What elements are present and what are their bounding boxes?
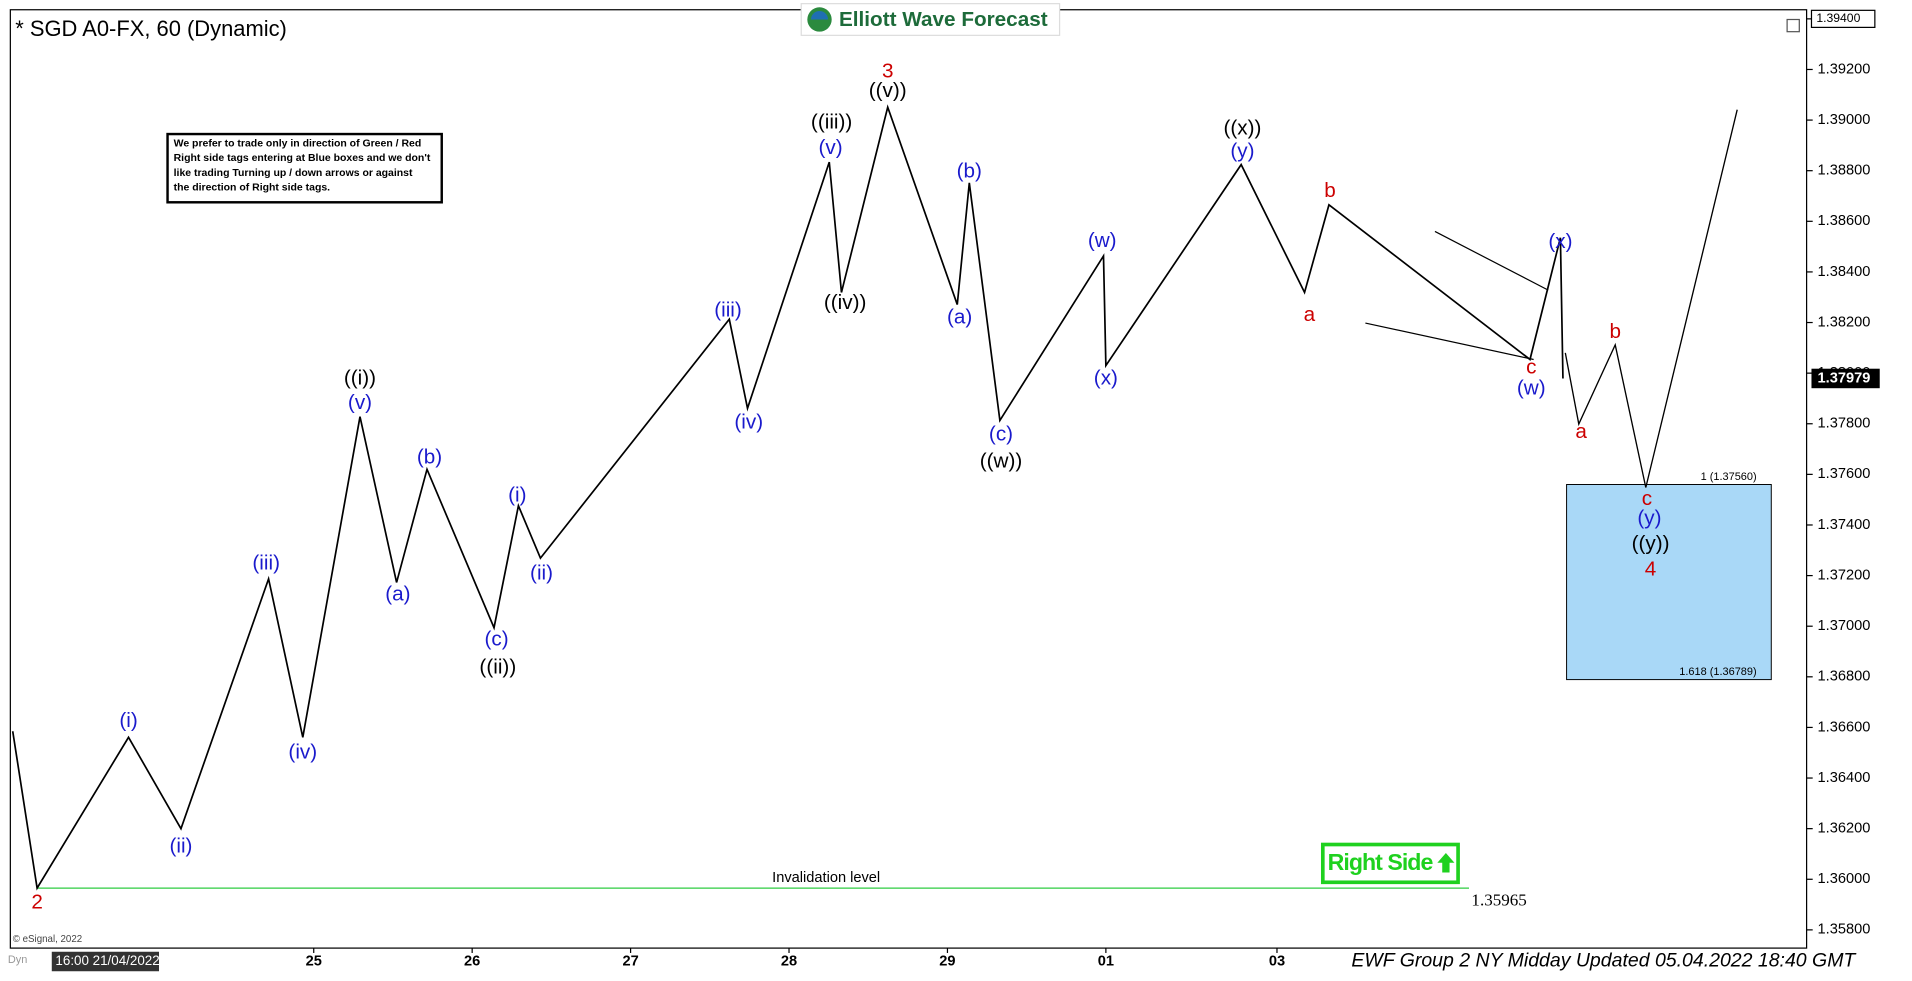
box-bottom-label: 1.618 (1.36789) — [1679, 666, 1756, 678]
wave-label: (v) — [818, 136, 842, 159]
price-path — [11, 104, 1564, 891]
invalidation-value: 1.35965 — [1471, 890, 1526, 909]
y-tick-label: 1.37800 — [1818, 416, 1871, 432]
wave-label: (b) — [417, 446, 442, 469]
wave-label: ((v)) — [869, 79, 907, 102]
y-tick-box — [1810, 9, 1876, 28]
y-tick-label: 1.37400 — [1818, 517, 1871, 533]
x-tick-label: 03 — [1269, 953, 1285, 969]
y-tick-label: 1.36400 — [1818, 770, 1871, 786]
x-tick-label: 28 — [781, 953, 797, 969]
note-line: the direction of Right side tags. — [174, 182, 331, 193]
copyright: © eSignal, 2022 — [13, 934, 82, 945]
wave-label: ((i)) — [344, 366, 376, 389]
invalidation-label: Invalidation level — [772, 870, 880, 886]
y-tick-label: 1.36000 — [1818, 871, 1871, 887]
wave-label: (c) — [989, 423, 1013, 446]
y-tick-label: 1.36800 — [1818, 669, 1871, 685]
wave-label: ((iii)) — [811, 111, 852, 134]
target-box — [1566, 484, 1772, 681]
right-side-text: Right Side — [1328, 849, 1434, 875]
last-price-mark — [1811, 368, 1880, 389]
wave-label: ((w)) — [980, 449, 1023, 472]
y-tick-label: 1.39000 — [1818, 112, 1871, 128]
cursor-label: 16:00 21/04/2022 — [55, 953, 159, 968]
y-tick-label: 1.37000 — [1818, 618, 1871, 634]
wave-label: (y) — [1230, 140, 1254, 163]
y-tick-label: 1.39400 — [1816, 11, 1860, 25]
cursor-label-box — [51, 951, 160, 972]
x-tick-label: 29 — [939, 953, 955, 969]
y-tick-label: 1.36200 — [1818, 821, 1871, 837]
wave-label: (b) — [957, 159, 982, 182]
wave-label: (x) — [1548, 230, 1572, 253]
logo-icon-part — [810, 10, 829, 20]
y-tick-label: 1.37200 — [1818, 567, 1871, 583]
note-frame — [166, 132, 443, 204]
wave-label: (a) — [385, 582, 410, 605]
wave-label: 4 — [1645, 558, 1657, 581]
corner-label: Dyn — [8, 954, 27, 966]
trend-line — [1434, 230, 1549, 291]
y-tick-label: 1.38200 — [1818, 314, 1871, 330]
window-button[interactable] — [1786, 18, 1800, 33]
wave-label: ((x)) — [1223, 117, 1261, 140]
wave-label: c — [1642, 487, 1652, 510]
y-tick-label: 1.38600 — [1818, 213, 1871, 229]
wave-label: (x) — [1094, 366, 1118, 389]
y-tick-label: 1.38800 — [1818, 163, 1871, 179]
wave-label: ((y)) — [1632, 532, 1670, 555]
y-tick-label: 1.39200 — [1818, 61, 1871, 77]
wave-label: (ii) — [169, 835, 192, 858]
note-line: We prefer to trade only in direction of … — [174, 139, 422, 150]
x-tick-label: 01 — [1098, 953, 1114, 969]
x-tick-label: 27 — [622, 953, 638, 969]
wave-label: ((iv)) — [824, 291, 867, 314]
y-tick-label: 1.36600 — [1818, 719, 1871, 735]
logo-text: Elliott Wave Forecast — [839, 8, 1048, 31]
note-line: Right side tags entering at Blue boxes a… — [174, 153, 431, 164]
chart-title: * SGD A0-FX, 60 (Dynamic) — [15, 16, 287, 41]
wave-label: (i) — [508, 484, 526, 507]
footer: EWF Group 2 NY Midday Updated 05.04.2022… — [1351, 950, 1857, 972]
right-side-frame — [1320, 842, 1460, 885]
x-tick-label: 26 — [464, 953, 480, 969]
wave-label: 3 — [882, 59, 894, 82]
wave-label: (v) — [348, 391, 372, 414]
y-tick-label: 1.37600 — [1818, 466, 1871, 482]
note-line: like trading Turning up / down arrows or… — [174, 168, 413, 179]
wave-label: (y) — [1637, 507, 1661, 530]
wave-label: (iii) — [714, 298, 742, 321]
wave-label: b — [1609, 320, 1621, 343]
wave-label: (ii) — [530, 562, 553, 585]
wave-label: (w) — [1088, 229, 1117, 252]
logo: Elliott Wave Forecast — [800, 3, 1061, 36]
wave-label: (i) — [119, 709, 137, 732]
x-tick-label: 25 — [306, 953, 322, 969]
wave-label: 2 — [31, 891, 43, 914]
wave-label: (c) — [484, 627, 508, 650]
y-tick-label: 1.38400 — [1818, 264, 1871, 280]
trend-line — [1365, 322, 1534, 361]
price-path — [1564, 109, 1738, 488]
wave-label: (w) — [1517, 376, 1546, 399]
wave-label: b — [1324, 179, 1336, 202]
wave-label: c — [1526, 356, 1536, 379]
wave-label: (iii) — [252, 552, 280, 575]
right-side-tag: Right Side — [1320, 842, 1460, 885]
wave-label: (iv) — [288, 741, 317, 764]
box-top-label: 1 (1.37560) — [1701, 471, 1757, 483]
wave-label: a — [1304, 303, 1316, 326]
y-tick-label: 1.35800 — [1818, 922, 1871, 938]
last-price-label: 1.37979 — [1818, 370, 1871, 386]
wave-label: ((ii)) — [479, 655, 516, 678]
wave-label: (iv) — [734, 410, 763, 433]
logo-frame — [800, 3, 1061, 36]
note-box: We prefer to trade only in direction of … — [166, 132, 443, 204]
wave-label: a — [1575, 420, 1587, 443]
wave-label: (a) — [947, 305, 972, 328]
